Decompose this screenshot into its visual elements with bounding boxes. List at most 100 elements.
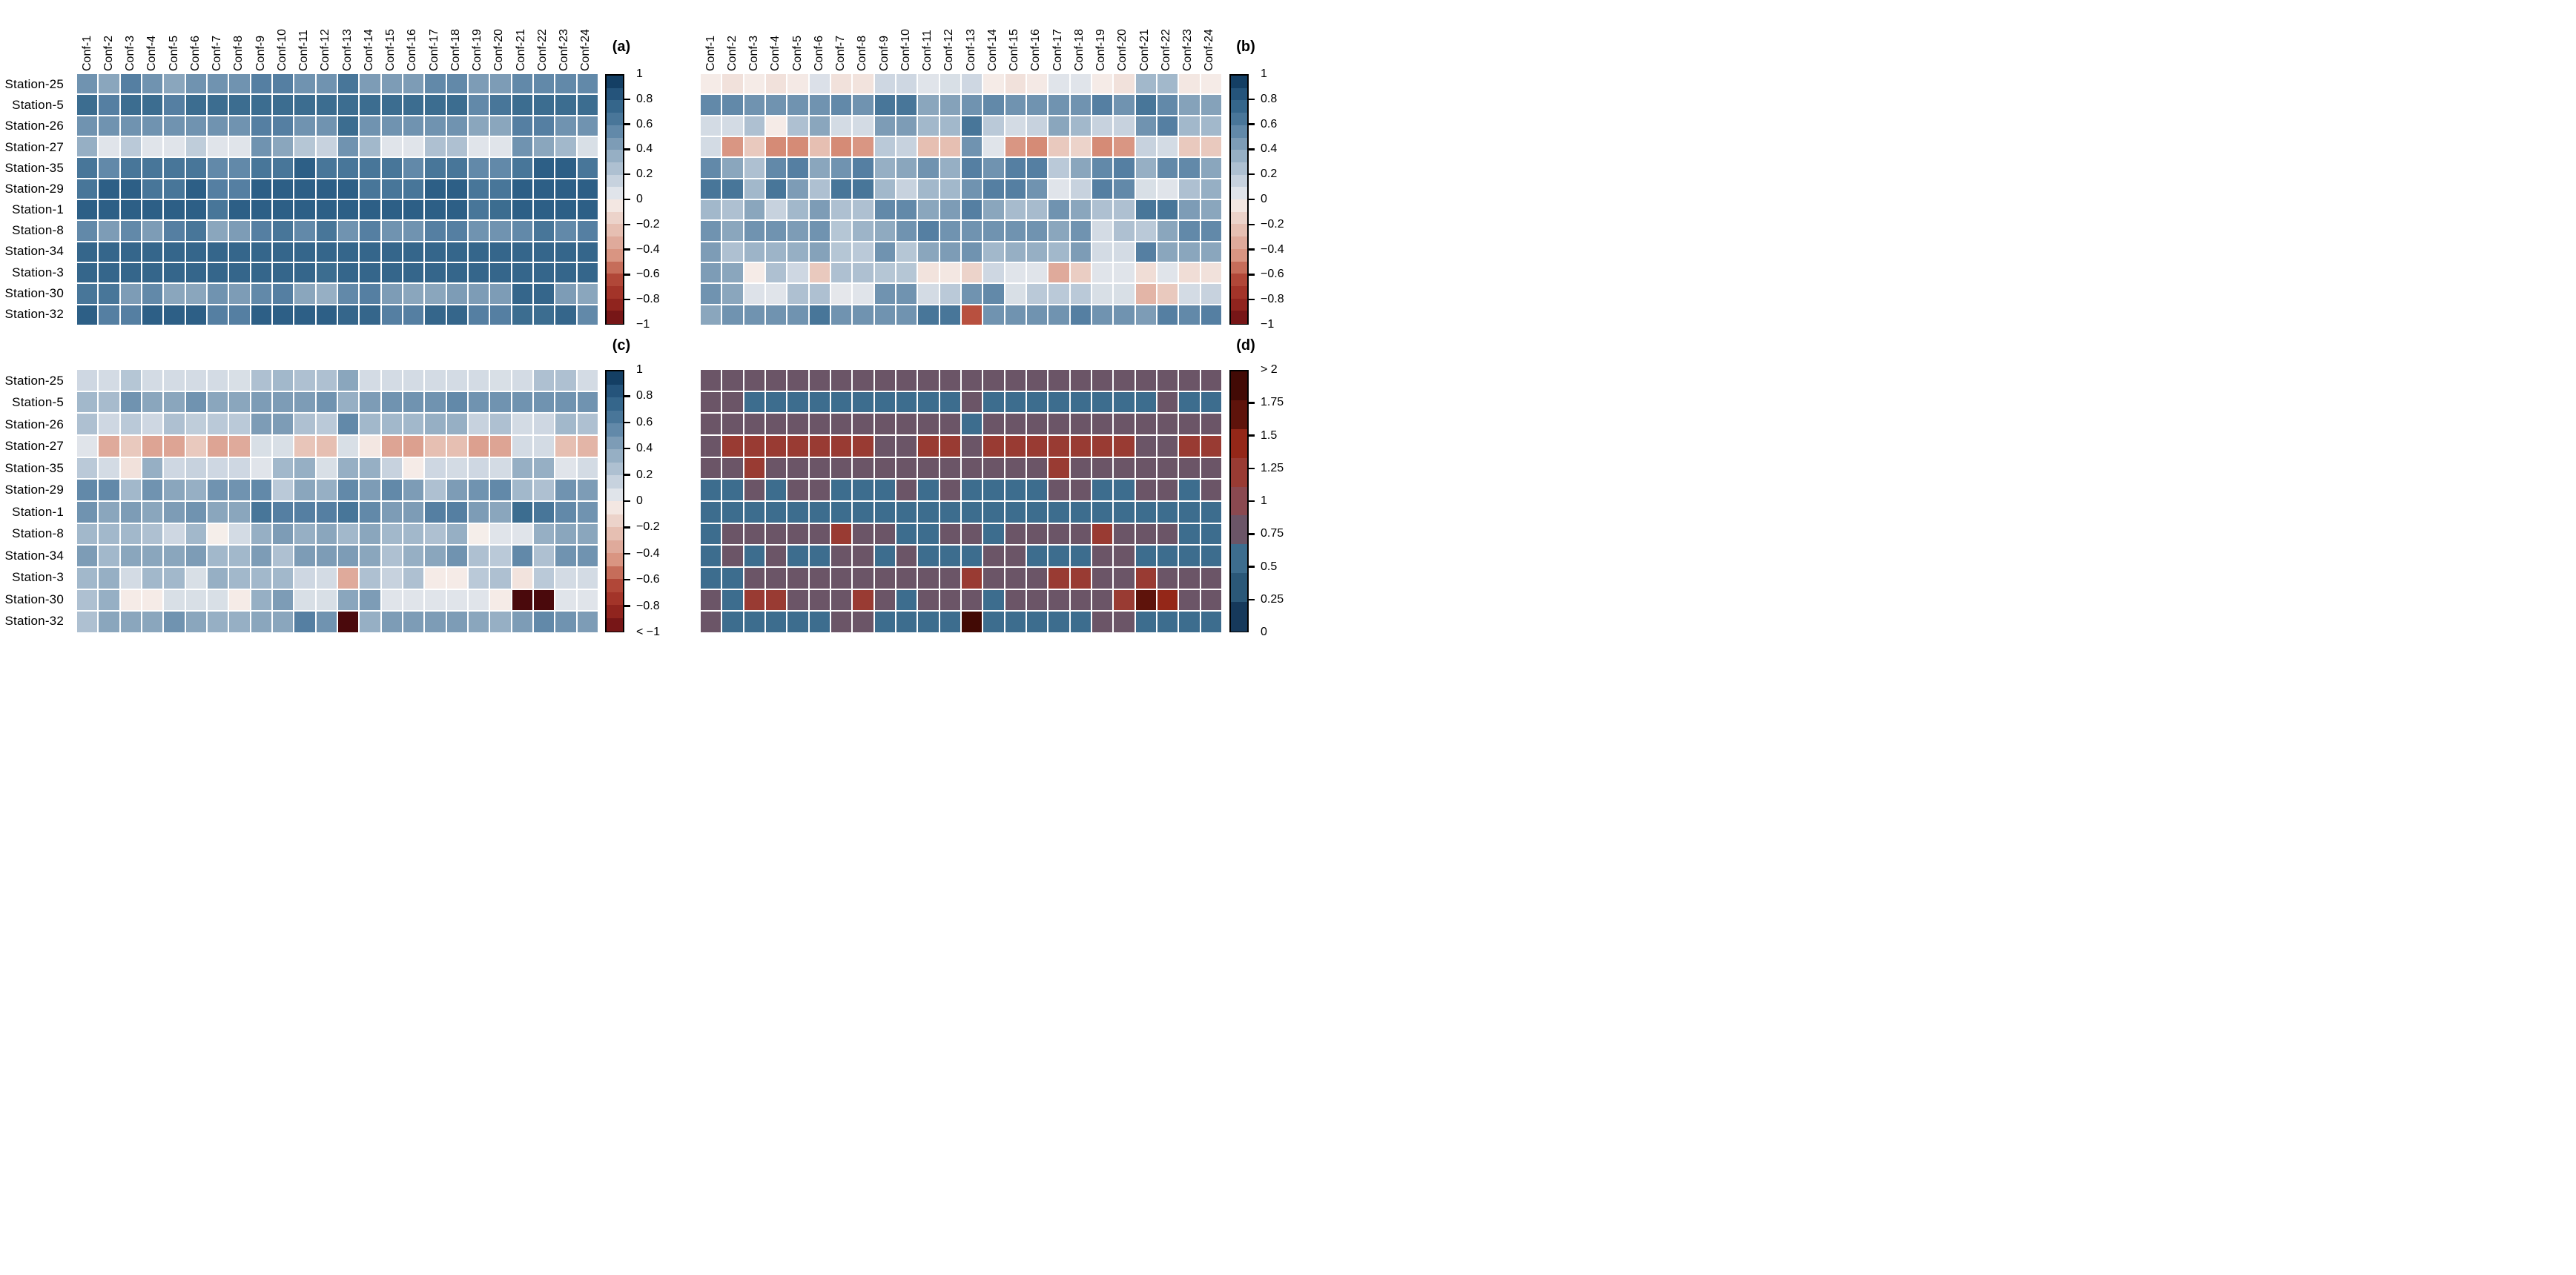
- heatmap-cell-c-Station-32-Conf-19: [469, 612, 489, 632]
- heatmap-cell-d-Station-3-Conf-17: [1048, 567, 1069, 589]
- heatmap-cell-b-Station-27-Conf-11: [918, 137, 939, 157]
- heatmap-cell-d-Station-8-Conf-3: [744, 523, 764, 545]
- heatmap-cell-c-Station-34-Conf-12: [316, 546, 337, 566]
- heatmap-cell-d-Station-35-Conf-18: [1070, 457, 1091, 479]
- heatmap-cell-c-Station-35-Conf-6: [185, 457, 206, 479]
- heatmap-cell-c-Station-26-Conf-20: [490, 414, 511, 434]
- heatmap-cell-a-Station-8-Conf-23: [555, 221, 576, 241]
- heatmap-cell-b-Station-1-Conf-20: [1114, 200, 1135, 220]
- heatmap-cell-b-Station-26-Conf-6: [809, 116, 830, 136]
- heatmap-cell-c-Station-29-Conf-22: [534, 480, 555, 500]
- heatmap-cell-d-Station-30-Conf-11: [918, 589, 939, 611]
- heatmap-cell-d-Station-27-Conf-10: [896, 435, 917, 457]
- colorbar-b-tickmark: [1249, 274, 1255, 276]
- heatmap-cell-b-Station-35-Conf-12: [939, 158, 960, 178]
- panel-b-col-header-15: Conf-15: [1005, 1, 1026, 73]
- heatmap-cell-b-Station-35-Conf-14: [983, 158, 1004, 178]
- heatmap-cell-c-Station-32-Conf-10: [273, 612, 294, 632]
- heatmap-cell-c-Station-25-Conf-19: [469, 370, 489, 391]
- colorbar-b-tickmark: [1249, 123, 1255, 125]
- panel-a-row-label-8: Station-34: [4, 244, 64, 259]
- col-header-label: Conf-5: [167, 35, 180, 71]
- colorbar-segment: [607, 150, 623, 163]
- heatmap-cell-a-Station-26-Conf-21: [512, 116, 532, 136]
- heatmap-cell-a-Station-35-Conf-2: [99, 158, 119, 178]
- heatmap-cell-d-Station-26-Conf-9: [874, 414, 895, 434]
- heatmap-cell-b-Station-32-Conf-17: [1048, 305, 1069, 325]
- heatmap-cell-a-Station-29-Conf-11: [294, 179, 315, 199]
- heatmap-cell-a-Station-8-Conf-20: [490, 221, 511, 241]
- colorbar-a-ticklabel: −0.4: [636, 242, 660, 256]
- heatmap-cell-d-Station-34-Conf-22: [1157, 546, 1178, 566]
- heatmap-cell-d-Station-5-Conf-6: [809, 391, 830, 413]
- heatmap-cell-b-Station-35-Conf-9: [874, 158, 895, 178]
- heatmap-cell-c-Station-30-Conf-22: [534, 589, 555, 611]
- heatmap-cell-a-Station-34-Conf-17: [425, 242, 446, 262]
- heatmap-cell-d-Station-27-Conf-19: [1092, 435, 1113, 457]
- heatmap-cell-d-Station-5-Conf-24: [1201, 391, 1221, 413]
- heatmap-cell-a-Station-26-Conf-3: [120, 116, 141, 136]
- heatmap-cell-c-Station-26-Conf-1: [77, 414, 98, 434]
- panel-c-row-label-6: Station-1: [12, 504, 64, 519]
- col-header-label: Conf-13: [964, 29, 977, 71]
- heatmap-cell-d-Station-32-Conf-18: [1070, 612, 1091, 632]
- colorbar-c-ticklabel: −0.6: [636, 573, 660, 586]
- col-header-label: Conf-16: [406, 29, 419, 71]
- heatmap-cell-c-Station-25-Conf-5: [164, 370, 185, 391]
- heatmap-cell-b-Station-5-Conf-10: [896, 95, 917, 115]
- colorbar-segment: [607, 224, 623, 238]
- heatmap-cell-c-Station-27-Conf-19: [469, 435, 489, 457]
- heatmap-cell-b-Station-3-Conf-12: [939, 263, 960, 283]
- heatmap-cell-b-Station-27-Conf-2: [722, 137, 743, 157]
- heatmap-cell-c-Station-30-Conf-7: [208, 589, 228, 611]
- heatmap-cell-c-Station-26-Conf-24: [577, 414, 598, 434]
- heatmap-cell-c-Station-32-Conf-22: [534, 612, 555, 632]
- heatmap-cell-d-Station-25-Conf-7: [831, 370, 852, 391]
- heatmap-cell-a-Station-30-Conf-22: [534, 284, 555, 304]
- heatmap-cell-b-Station-3-Conf-7: [831, 263, 852, 283]
- heatmap-cell-d-Station-35-Conf-17: [1048, 457, 1069, 479]
- heatmap-cell-d-Station-5-Conf-19: [1092, 391, 1113, 413]
- colorbar-segment: [607, 397, 623, 411]
- heatmap-cell-d-Station-35-Conf-22: [1157, 457, 1178, 479]
- heatmap-cell-a-Station-3-Conf-13: [338, 263, 359, 283]
- colorbar-c-tickmark: [624, 578, 630, 581]
- heatmap-cell-b-Station-32-Conf-7: [831, 305, 852, 325]
- heatmap-cell-d-Station-5-Conf-1: [701, 391, 721, 413]
- heatmap-cell-d-Station-26-Conf-6: [809, 414, 830, 434]
- heatmap-cell-b-Station-26-Conf-10: [896, 116, 917, 136]
- heatmap-cell-d-Station-35-Conf-19: [1092, 457, 1113, 479]
- heatmap-cell-a-Station-29-Conf-20: [490, 179, 511, 199]
- heatmap-cell-a-Station-1-Conf-2: [99, 200, 119, 220]
- heatmap-cell-d-Station-27-Conf-16: [1027, 435, 1048, 457]
- heatmap-cell-c-Station-26-Conf-12: [316, 414, 337, 434]
- heatmap-cell-a-Station-35-Conf-6: [185, 158, 206, 178]
- heatmap-cell-c-Station-25-Conf-22: [534, 370, 555, 391]
- heatmap-cell-d-Station-35-Conf-15: [1005, 457, 1026, 479]
- colorbar-b-ticklabel: 0: [1261, 193, 1267, 205]
- heatmap-cell-c-Station-8-Conf-12: [316, 523, 337, 545]
- heatmap-cell-b-Station-30-Conf-21: [1135, 284, 1156, 304]
- heatmap-cell-b-Station-5-Conf-8: [853, 95, 873, 115]
- heatmap-cell-a-Station-34-Conf-23: [555, 242, 576, 262]
- heatmap-cell-b-Station-25-Conf-9: [874, 74, 895, 94]
- heatmap-cell-a-Station-26-Conf-12: [316, 116, 337, 136]
- heatmap-cell-d-Station-5-Conf-3: [744, 391, 764, 413]
- colorbar-d-ticklabel: > 2: [1261, 363, 1278, 376]
- heatmap-cell-c-Station-8-Conf-23: [555, 523, 576, 545]
- heatmap-cell-c-Station-5-Conf-17: [425, 391, 446, 413]
- heatmap-cell-c-Station-32-Conf-21: [512, 612, 532, 632]
- colorbar-segment: [607, 274, 623, 287]
- heatmap-cell-c-Station-1-Conf-8: [229, 501, 250, 523]
- colorbar-segment: [1231, 187, 1247, 200]
- col-header-label: Conf-15: [1008, 29, 1021, 71]
- heatmap-cell-b-Station-1-Conf-18: [1070, 200, 1091, 220]
- heatmap-cell-a-Station-34-Conf-19: [469, 242, 489, 262]
- heatmap-cell-c-Station-30-Conf-20: [490, 589, 511, 611]
- heatmap-cell-a-Station-8-Conf-21: [512, 221, 532, 241]
- heatmap-cell-a-Station-34-Conf-10: [273, 242, 294, 262]
- heatmap-cell-b-Station-26-Conf-12: [939, 116, 960, 136]
- heatmap-cell-b-Station-26-Conf-2: [722, 116, 743, 136]
- colorbar-d-ticklabel: 1: [1261, 494, 1267, 507]
- panel-a-col-header-10: Conf-10: [272, 1, 294, 73]
